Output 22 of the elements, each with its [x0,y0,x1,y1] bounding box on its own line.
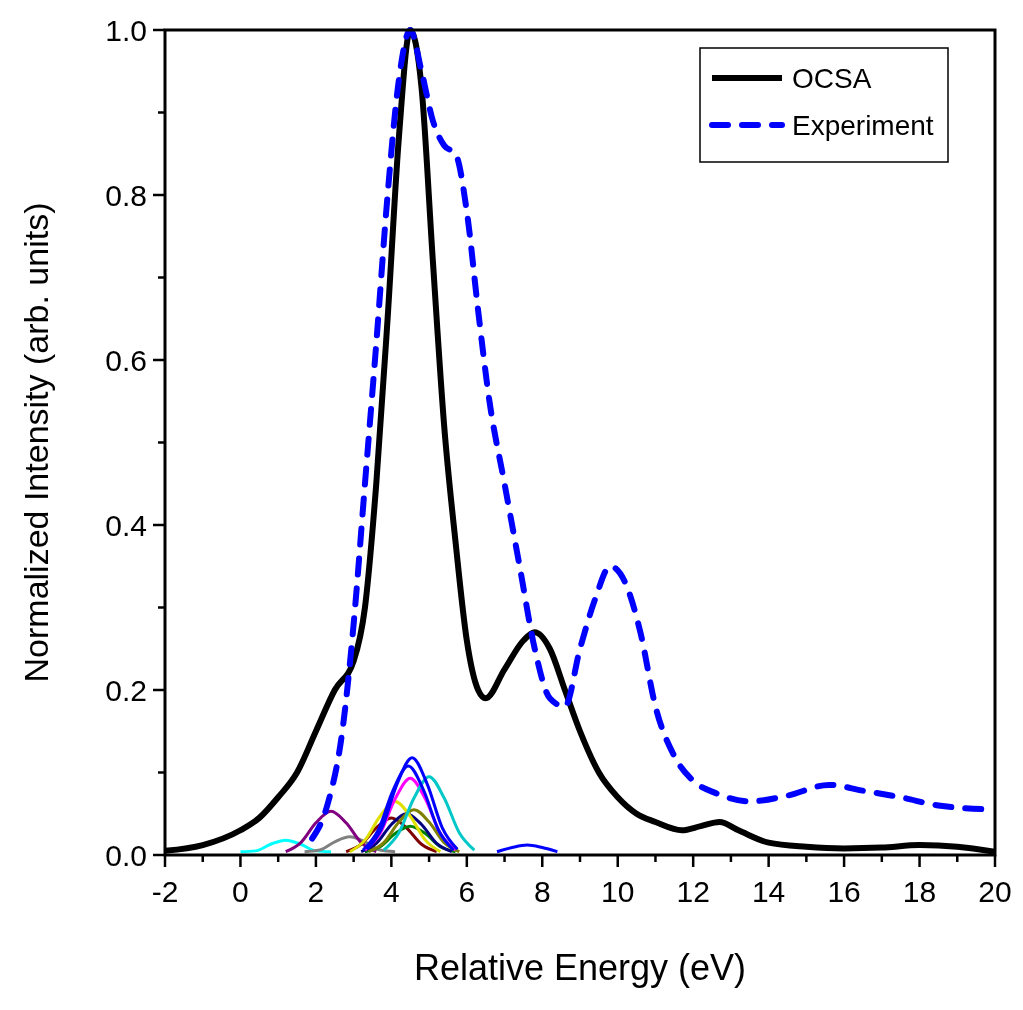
x-tick-label: 14 [751,875,786,908]
y-tick-label: 0.8 [105,179,147,212]
x-tick-label: 18 [902,875,937,908]
x-tick-label: 10 [601,875,635,908]
x-tick-label: 16 [827,875,861,908]
y-tick-label: 0.2 [105,674,147,707]
y-tick-label: 0.0 [105,839,147,872]
x-tick-label: -2 [151,875,179,908]
legend-label: OCSA [792,63,872,94]
x-tick-label: 0 [232,875,249,908]
y-tick-label: 0.4 [105,509,147,542]
x-tick-label: 2 [307,875,325,908]
y-axis-title: Normalized Intensity (arb. units) [17,202,55,683]
x-tick-label: 12 [676,875,710,908]
x-tick-label: 8 [533,875,551,908]
x-tick-label: 20 [978,875,1012,908]
x-tick-label: 6 [458,875,476,908]
x-axis-title: Relative Energy (eV) [413,947,747,988]
legend-label: Experiment [792,110,934,141]
y-tick-label: 1.0 [105,14,147,47]
y-tick-label: 0.6 [105,344,147,377]
x-tick-label: 4 [383,875,400,908]
